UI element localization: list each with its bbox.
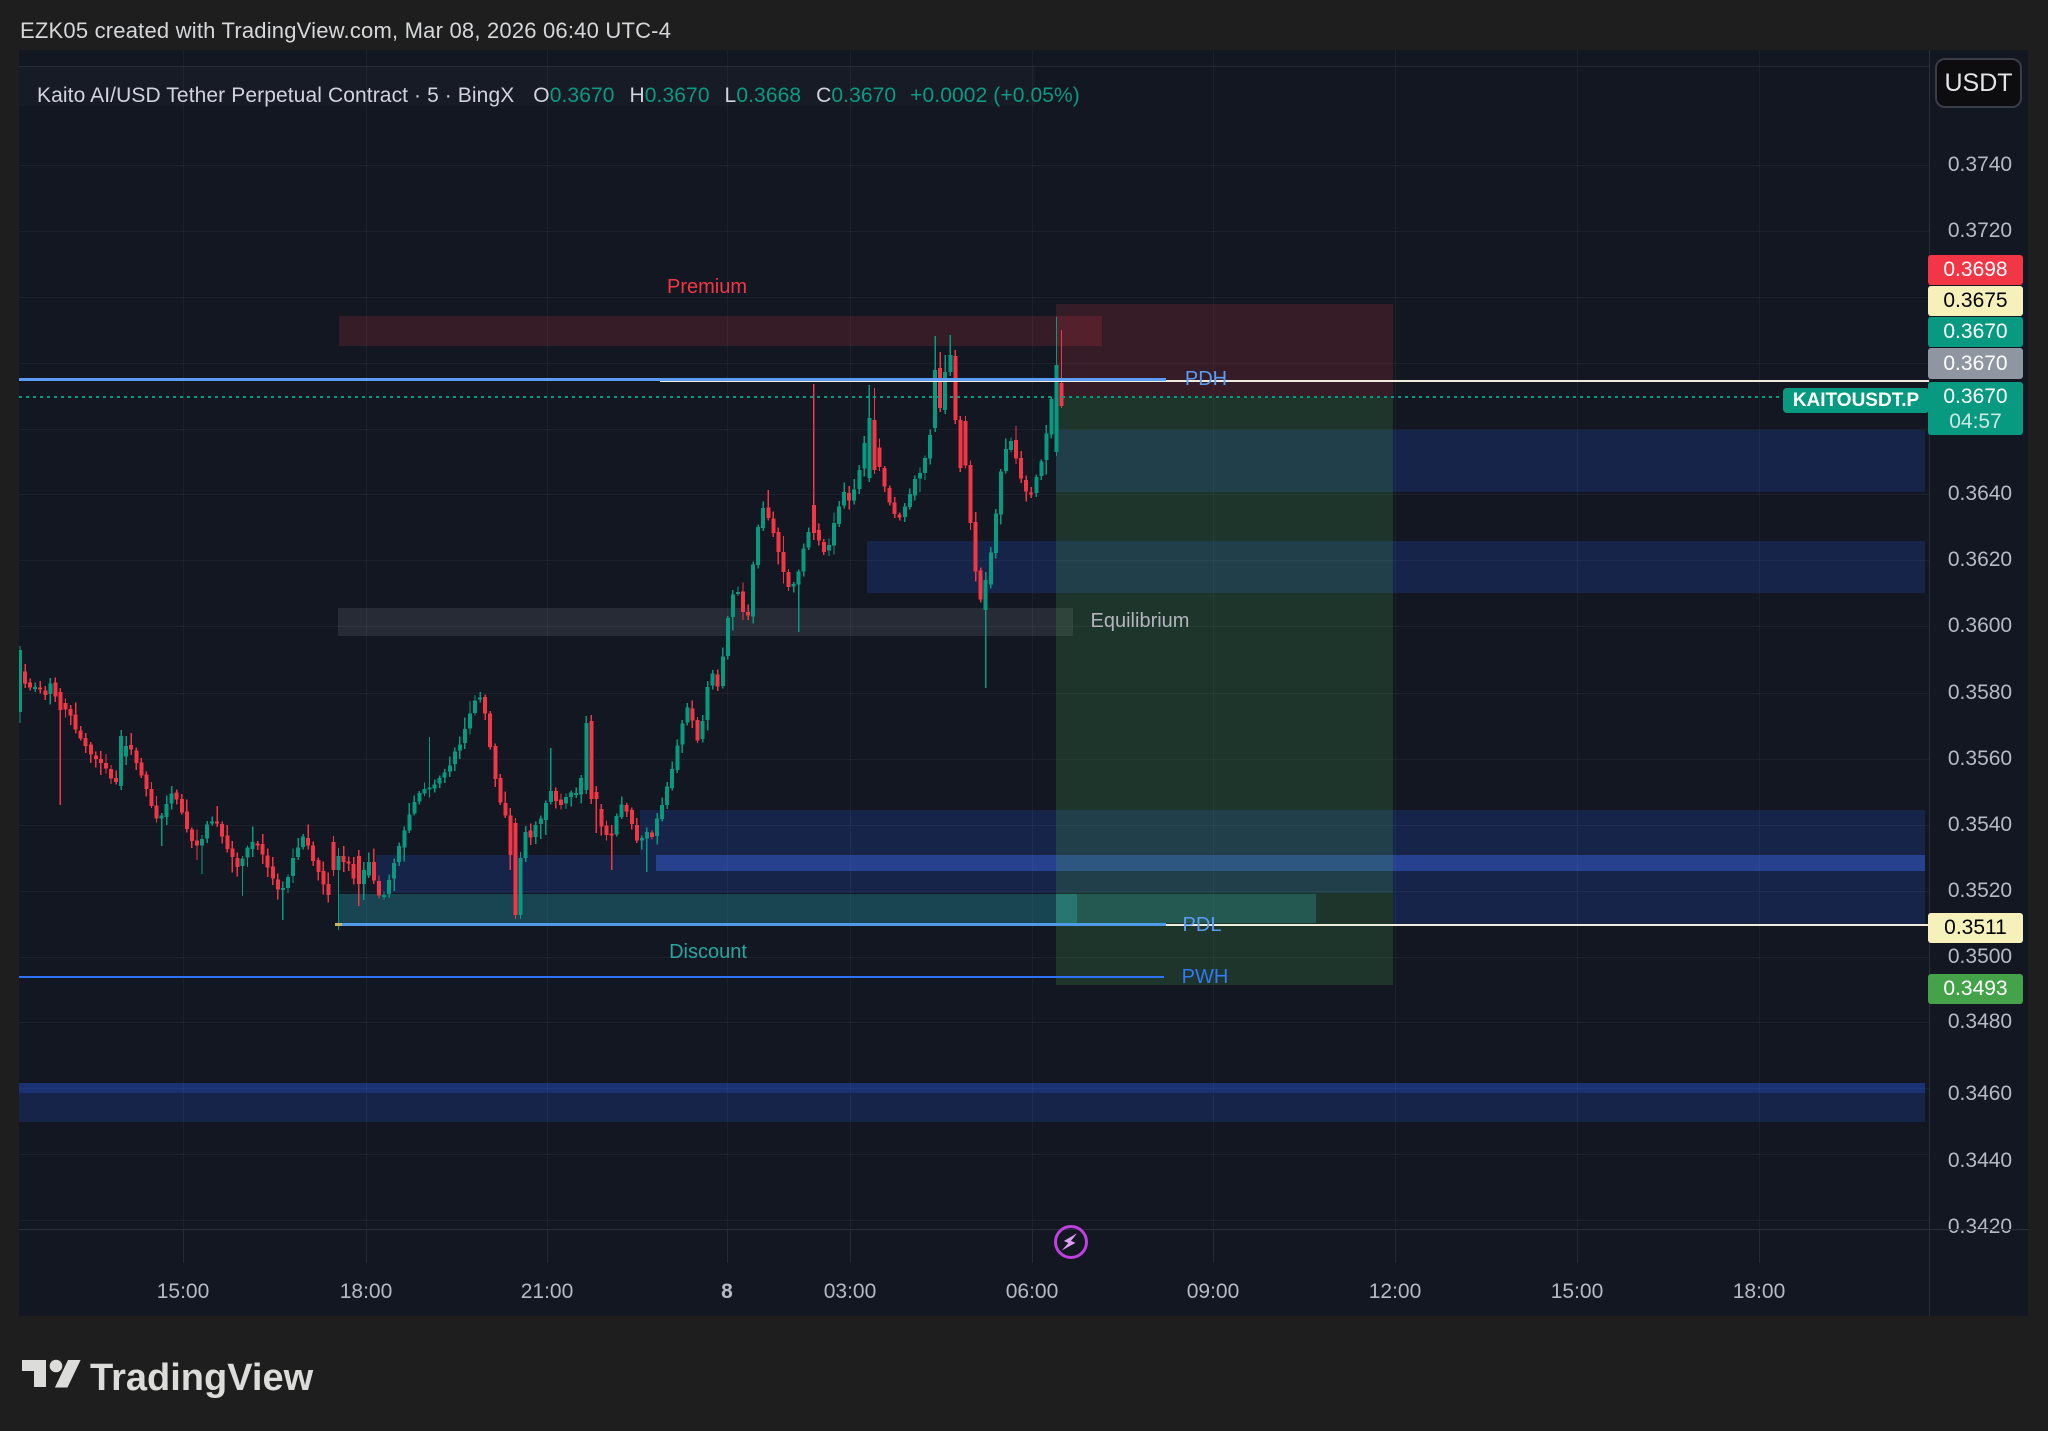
svg-text:TradingView: TradingView — [90, 1357, 314, 1399]
